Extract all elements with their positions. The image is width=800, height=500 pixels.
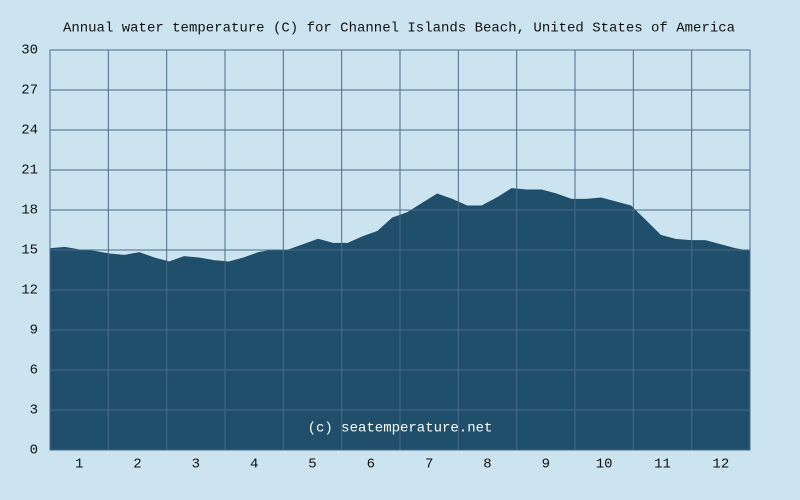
x-tick-label: 7 [425,457,433,473]
y-tick-label: 0 [30,443,38,459]
x-tick-label: 3 [192,457,200,473]
y-tick-label: 27 [21,83,38,99]
y-tick-label: 24 [21,123,38,139]
y-tick-label: 9 [30,323,38,339]
y-tick-label: 12 [21,283,38,299]
y-tick-label: 15 [21,243,38,259]
y-tick-label: 30 [21,43,38,59]
x-tick-label: 9 [542,457,550,473]
x-tick-label: 6 [367,457,375,473]
chart-title: Annual water temperature (C) for Channel… [63,21,735,37]
x-tick-label: 5 [308,457,316,473]
x-tick-label: 11 [654,457,671,473]
x-tick-label: 8 [483,457,491,473]
x-tick-label: 12 [712,457,729,473]
y-tick-label: 21 [21,163,38,179]
y-tick-label: 18 [21,203,38,219]
y-tick-label: 6 [30,363,38,379]
x-tick-label: 4 [250,457,258,473]
y-tick-label: 3 [30,403,38,419]
x-tick-label: 10 [596,457,613,473]
x-tick-label: 1 [75,457,83,473]
plot-frame [49,49,751,451]
annotation: (c) seatemperature.net [308,421,493,437]
x-tick-label: 2 [133,457,141,473]
